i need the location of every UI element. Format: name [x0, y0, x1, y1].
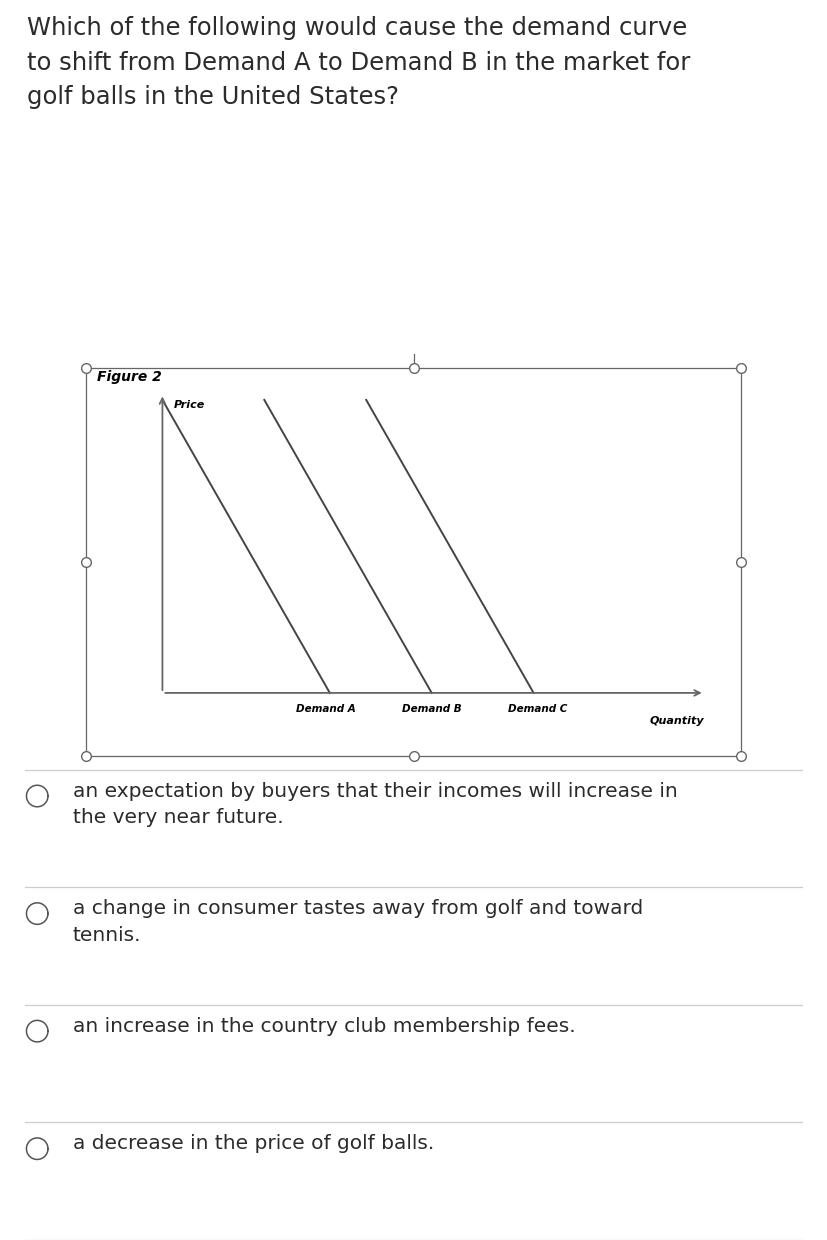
- Text: a decrease in the price of golf balls.: a decrease in the price of golf balls.: [73, 1135, 434, 1153]
- Text: a change in consumer tastes away from golf and toward
tennis.: a change in consumer tastes away from go…: [73, 899, 643, 945]
- Text: an increase in the country club membership fees.: an increase in the country club membersh…: [73, 1017, 576, 1035]
- Text: Quantity: Quantity: [650, 717, 705, 727]
- Text: Price: Price: [174, 401, 204, 410]
- Text: Demand A: Demand A: [296, 704, 356, 714]
- Text: Figure 2: Figure 2: [97, 371, 161, 384]
- Text: Which of the following would cause the demand curve
to shift from Demand A to De: Which of the following would cause the d…: [27, 16, 691, 109]
- Text: Demand B: Demand B: [402, 704, 461, 714]
- Text: Demand C: Demand C: [508, 704, 566, 714]
- Text: an expectation by buyers that their incomes will increase in
the very near futur: an expectation by buyers that their inco…: [73, 781, 677, 827]
